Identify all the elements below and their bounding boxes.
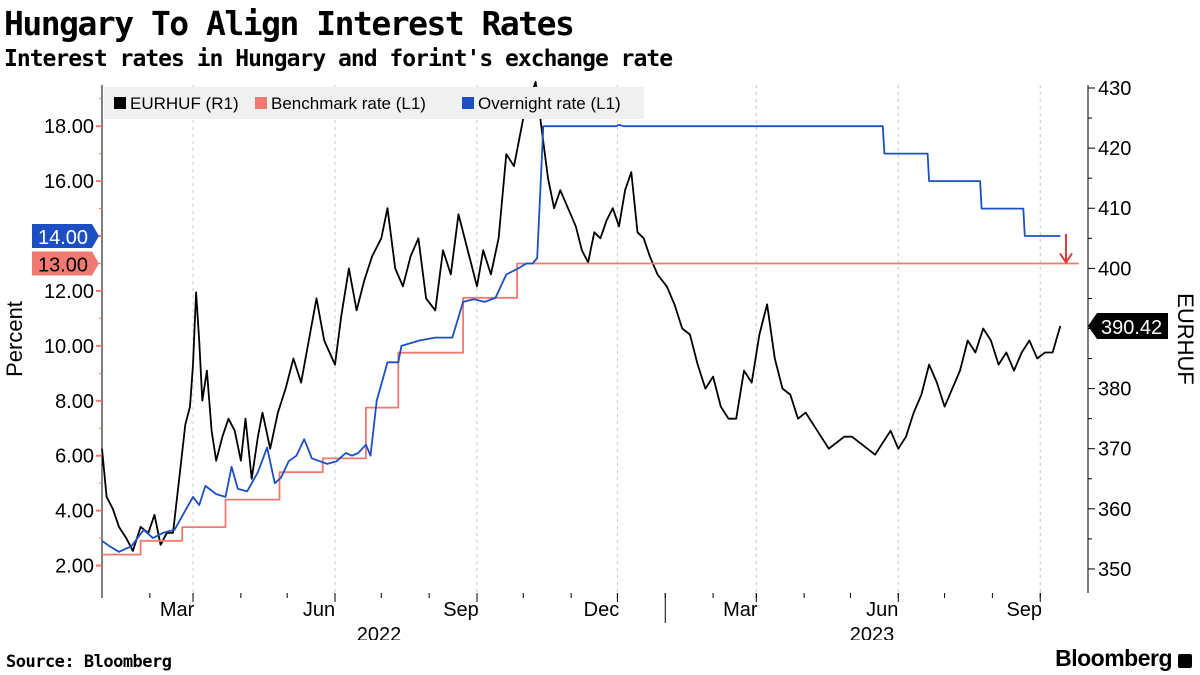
left-tick-label: 10.00 (44, 336, 94, 358)
eurhuf-end-label-text: 390.42 (1101, 317, 1162, 339)
right-tick-label: 400 (1098, 258, 1131, 280)
x-tick-label: Mar (160, 599, 195, 621)
legend-label: Benchmark rate (L1) (271, 94, 426, 113)
gridlines (192, 85, 1041, 593)
left-tick-label: 2.00 (55, 556, 94, 578)
x-tick-label: Jun (866, 599, 898, 621)
legend: EURHUF (R1) Benchmark rate (L1) Overnight … (104, 87, 644, 119)
left-tick-label: 18.00 (44, 116, 94, 138)
x-tick-label: Jun (303, 599, 335, 621)
legend-swatch (462, 97, 474, 109)
chart: 2.00 4.00 6.00 8.00 10.00 12.00 14.00 16.00 18.0… (2, 78, 1198, 640)
chart-subtitle: Interest rates in Hungary and forint's e… (4, 46, 673, 72)
x-year-label: 2023 (850, 624, 895, 640)
series-line-0 (101, 81, 1062, 552)
source-note: Source: Bloomberg (6, 652, 172, 672)
right-axis-title: EURHUF (1173, 293, 1198, 385)
right-tick-label: 350 (1098, 559, 1131, 581)
right-tick-label: 430 (1098, 78, 1131, 100)
legend-label: Overnight rate (L1) (478, 94, 621, 113)
brand-text: Bloomberg (1055, 645, 1172, 671)
left-tick-label: 16.00 (44, 171, 94, 193)
benchmark-end-label-shape (32, 251, 99, 276)
benchmark-end-label: 13.00 (32, 251, 99, 276)
left-tick-label: 8.00 (55, 391, 94, 413)
overnight-end-label-text: 14.00 (38, 227, 88, 249)
series-layer (101, 81, 1079, 556)
x-tick-label: Dec (584, 599, 620, 621)
end-labels: 14.00 13.00 390.42 (32, 224, 1168, 339)
series-line-2 (101, 123, 1061, 553)
x-tick-label: Mar (723, 599, 758, 621)
legend-label: EURHUF (R1) (130, 94, 239, 113)
eurhuf-end-label-shape (1088, 312, 1168, 339)
overnight-end-label-shape (32, 224, 99, 249)
left-tick-label: 6.00 (55, 446, 94, 468)
legend-swatch (255, 97, 267, 109)
bloomberg-logo: Bloomberg (1055, 645, 1192, 672)
legend-box (104, 87, 644, 119)
left-tick-label: 12.00 (44, 281, 94, 303)
x-tick-label: Sep (443, 599, 479, 621)
series-line-1 (102, 262, 1079, 556)
overnight-end-label: 14.00 (32, 224, 99, 249)
right-tick-label: 370 (1098, 439, 1131, 461)
eurhuf-end-label: 390.42 (1088, 312, 1168, 339)
left-axis-title: Percent (2, 301, 27, 377)
right-tick-label: 380 (1098, 379, 1131, 401)
rate-cut-arrowhead (1059, 252, 1073, 265)
right-tick-label: 420 (1098, 138, 1131, 160)
axes: 2.00 4.00 6.00 8.00 10.00 12.00 14.00 16.00 18.0… (2, 78, 1198, 640)
x-year-label: 2022 (357, 624, 402, 640)
brand-mark-icon (1178, 653, 1192, 668)
x-tick-label: Sep (1006, 599, 1042, 621)
legend-swatch (114, 97, 126, 109)
left-tick-label: 4.00 (55, 501, 94, 523)
benchmark-end-label-text: 13.00 (38, 254, 88, 276)
chart-title: Hungary To Align Interest Rates (4, 4, 575, 43)
right-tick-label: 410 (1098, 198, 1131, 220)
right-tick-label: 360 (1098, 499, 1131, 521)
